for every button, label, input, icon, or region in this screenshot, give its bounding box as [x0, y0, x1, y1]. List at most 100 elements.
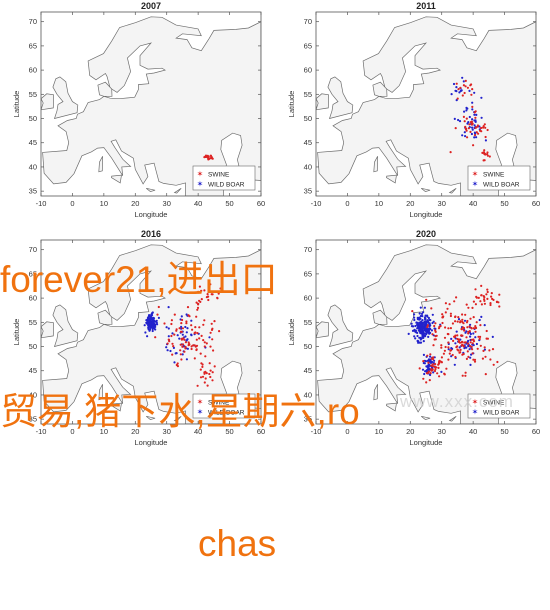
swine-point — [477, 296, 480, 299]
wild-boar-point — [471, 128, 474, 131]
wild-boar-point — [181, 353, 184, 356]
swine-point — [465, 127, 468, 130]
wild-boar-point — [151, 312, 154, 315]
y-tick-label: 65 — [304, 41, 312, 50]
swine-point — [207, 158, 210, 161]
swine-point — [194, 326, 197, 329]
wild-boar-point — [480, 315, 483, 318]
wild-boar-point — [470, 353, 473, 356]
swine-point — [449, 314, 452, 318]
wild-boar-point — [169, 349, 172, 353]
wild-boar-point — [165, 326, 168, 329]
swine-point — [468, 325, 471, 328]
swine-point — [166, 342, 169, 345]
panel-title: 2020 — [416, 229, 436, 239]
wild-boar-point — [447, 348, 450, 351]
swine-point — [469, 317, 472, 320]
x-axis-label: Longitude — [410, 438, 443, 447]
swine-point — [479, 300, 482, 303]
wild-boar-point — [151, 322, 154, 325]
plot-frame — [315, 239, 537, 425]
swine-point — [201, 375, 205, 378]
wild-boar-point — [468, 115, 471, 119]
wild-boar-point — [429, 327, 432, 331]
y-tick-label: 55 — [29, 318, 37, 327]
wild-boar-point — [186, 327, 189, 330]
swine-point — [473, 134, 477, 137]
swine-point — [179, 343, 182, 346]
swine-point — [483, 299, 486, 302]
y-axis-label: Latitude — [287, 91, 296, 118]
wild-boar-point — [171, 332, 174, 335]
swine-point — [444, 302, 447, 305]
swine-point — [482, 349, 485, 352]
wild-boar-point — [462, 80, 465, 83]
swine-point — [156, 313, 159, 316]
wild-boar-point — [424, 327, 427, 331]
x-tick-label: 0 — [345, 199, 349, 208]
y-tick-label: 70 — [29, 245, 37, 254]
wild-boar-point — [154, 323, 157, 326]
swine-point — [202, 323, 205, 326]
y-tick-label: 35 — [29, 187, 37, 196]
swine-point — [178, 327, 181, 330]
wild-boar-point — [146, 335, 149, 338]
swine-point — [199, 352, 202, 355]
wild-boar-point — [466, 107, 469, 110]
wild-boar-point — [471, 101, 474, 104]
swine-point — [452, 339, 455, 342]
wild-boar-point — [471, 108, 474, 111]
swine-point — [181, 327, 184, 330]
wild-boar-point — [483, 324, 486, 327]
panel-title: 2007 — [141, 1, 161, 11]
swine-point — [203, 381, 206, 384]
wild-boar-point — [172, 346, 175, 349]
swine-point — [470, 345, 473, 348]
swine-point — [208, 372, 211, 376]
swine-point — [461, 313, 464, 316]
swine-point — [428, 379, 431, 382]
swine-point — [198, 299, 201, 302]
wild-boar-point — [480, 116, 483, 119]
y-axis-label: Latitude — [287, 319, 296, 346]
swine-point — [211, 338, 214, 341]
wild-boar-point — [454, 342, 457, 345]
y-tick-label: 40 — [29, 162, 37, 171]
wild-boar-point — [167, 335, 170, 338]
wild-boar-point — [427, 321, 430, 324]
swine-point — [462, 326, 466, 330]
swine-point — [456, 345, 459, 348]
wild-boar-point — [465, 109, 468, 112]
x-tick-label: 50 — [225, 199, 233, 208]
swine-point — [422, 360, 425, 363]
x-axis-label: Longitude — [410, 210, 443, 219]
swine-point — [205, 342, 208, 345]
swine-point — [206, 384, 209, 387]
outbreak-points — [449, 76, 491, 162]
y-tick-label: 55 — [29, 90, 37, 99]
swine-point — [173, 313, 176, 316]
swine-point — [176, 362, 179, 365]
wild-boar-point — [426, 364, 430, 367]
swine-point — [219, 287, 222, 290]
swine-point — [486, 337, 489, 340]
swine-point — [483, 123, 486, 126]
wild-boar-point — [143, 324, 146, 327]
y-tick-label: 50 — [29, 114, 37, 123]
swine-point — [197, 290, 200, 293]
swine-point — [196, 384, 199, 387]
swine-point — [465, 303, 468, 306]
swine-point — [432, 358, 435, 361]
y-tick-label: 45 — [304, 366, 312, 375]
swine-point — [457, 88, 460, 91]
wild-boar-point — [424, 314, 427, 317]
wild-boar-point — [452, 82, 456, 86]
wild-boar-point — [429, 361, 433, 364]
swine-point — [447, 327, 450, 330]
swine-point — [466, 136, 469, 139]
wild-boar-point — [457, 118, 460, 122]
swine-point — [461, 318, 464, 321]
swine-point — [464, 85, 467, 88]
wild-boar-point — [411, 329, 415, 332]
swine-point — [468, 123, 471, 126]
